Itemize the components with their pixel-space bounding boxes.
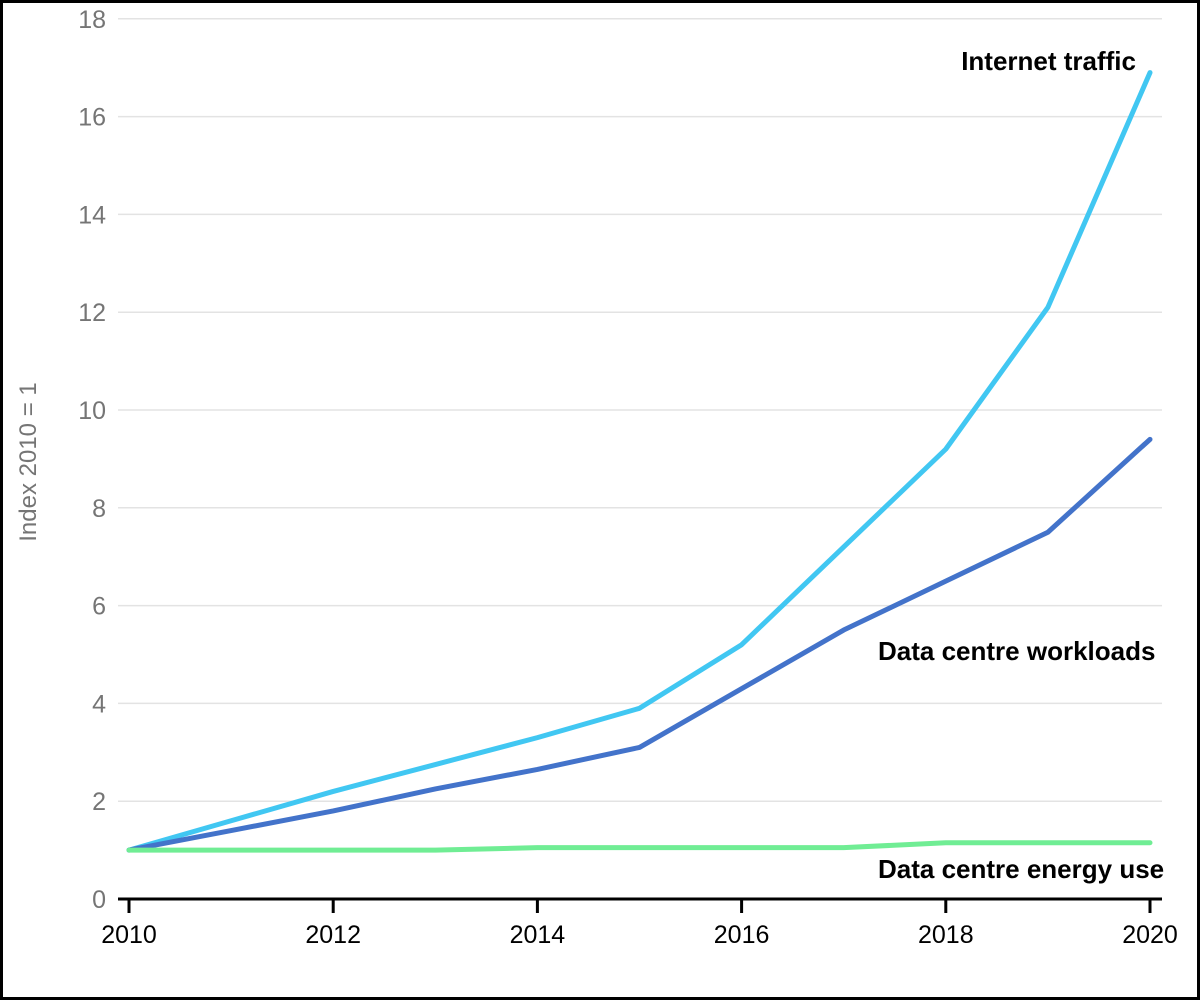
y-axis-tick-labels: 0 2 4 6 8 10 12 14 16 18: [78, 6, 106, 914]
series-labels: Internet traffic Data centre workloads Dat…: [878, 46, 1164, 884]
y-tick-label: 10: [78, 397, 106, 425]
x-tick-label: 2016: [714, 921, 770, 949]
series-label-internet-traffic: Internet traffic: [961, 46, 1136, 76]
y-axis-title: Index 2010 = 1: [15, 382, 42, 541]
series-line-data-centre-workloads: [126, 436, 1153, 853]
gridlines: [118, 18, 1162, 802]
y-tick-label: 6: [92, 593, 106, 621]
x-tick-label: 2014: [510, 921, 566, 949]
y-tick-label: 18: [78, 6, 106, 34]
x-tick-label: 2018: [918, 921, 974, 949]
y-tick-label: 2: [92, 788, 106, 816]
x-tick-label: 2012: [305, 921, 361, 949]
y-tick-label: 4: [92, 690, 106, 718]
y-tick-label: 12: [78, 299, 106, 327]
x-axis-tick-labels: 2010 2012 2014 2016 2018 2020: [101, 921, 1178, 949]
x-tick-label: 2010: [101, 921, 157, 949]
line-chart: 0 2 4 6 8 10 12 14 16 18 2010 2012 2014 2016 2018 2020…: [15, 6, 1178, 949]
series-line-internet-traffic: [126, 70, 1153, 853]
series-lines: [126, 70, 1153, 853]
x-axis: [118, 897, 1162, 913]
y-tick-label: 8: [92, 495, 106, 523]
series-label-data-centre-energy-use: Data centre energy use: [878, 854, 1164, 884]
series-line-data-centre-energy-use: [126, 840, 1153, 853]
series-label-data-centre-workloads: Data centre workloads: [878, 636, 1155, 666]
x-tick-label: 2020: [1122, 921, 1178, 949]
y-tick-label: 16: [78, 104, 106, 132]
y-tick-label: 0: [92, 886, 106, 914]
y-tick-label: 14: [78, 201, 106, 229]
